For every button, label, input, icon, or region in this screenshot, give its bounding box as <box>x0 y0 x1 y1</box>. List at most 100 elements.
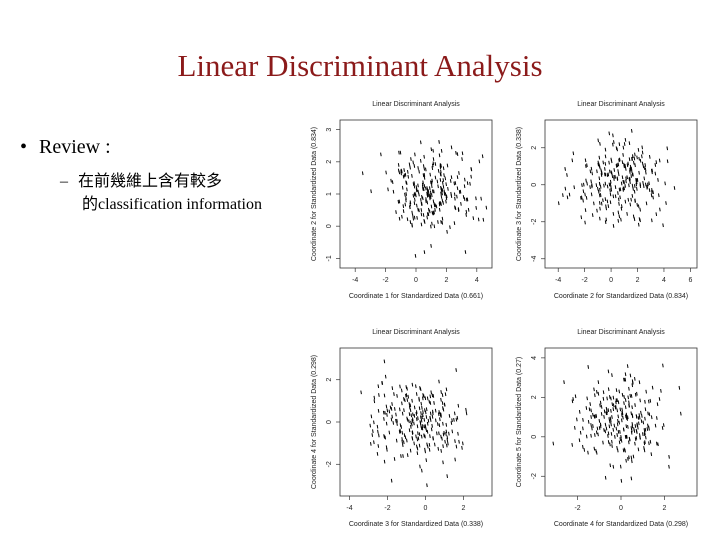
scatter-point <box>624 398 627 402</box>
scatter-point <box>401 430 404 435</box>
scatter-point <box>392 421 395 425</box>
scatter-point <box>630 394 633 398</box>
scatter-point <box>390 417 393 422</box>
scatter-point <box>623 447 626 452</box>
scatter-point <box>598 181 601 186</box>
scatter-point <box>440 169 442 174</box>
sub-bullet-item: – 在前幾維上含有較多 的classification information <box>60 170 262 216</box>
scatter-point <box>623 180 625 184</box>
scatter-point <box>638 156 640 161</box>
scatter-point <box>629 202 632 207</box>
scatter-point <box>625 179 627 184</box>
scatter-point <box>615 400 617 405</box>
scatter-point <box>617 162 620 167</box>
scatter-point <box>382 410 385 415</box>
scatter-point <box>604 161 607 166</box>
scatter-point <box>405 393 407 398</box>
scatter-point <box>610 432 613 436</box>
scatter-point <box>445 182 447 187</box>
scatter-point <box>444 176 447 181</box>
scatter-point <box>423 250 426 254</box>
scatter-point <box>626 163 629 168</box>
scatter-point <box>648 441 650 446</box>
scatter-point <box>443 173 445 178</box>
scatter-point <box>641 154 643 159</box>
scatter-point <box>643 448 646 453</box>
scatter-point <box>627 395 629 400</box>
scatter-point <box>408 402 411 406</box>
scatter-point <box>578 409 581 414</box>
scatter-point <box>400 169 402 174</box>
scatter-point <box>624 183 626 188</box>
scatter-point <box>405 393 408 397</box>
scatter-point <box>419 386 421 390</box>
scatter-point <box>604 181 607 186</box>
scatter-point <box>443 402 446 407</box>
scatter-point <box>426 483 428 488</box>
scatter-point <box>645 201 648 206</box>
scatter-point <box>406 417 409 422</box>
scatter-point <box>654 163 657 167</box>
scatter-point <box>593 201 595 206</box>
scatter-point <box>620 418 623 423</box>
scatter-point <box>587 450 589 455</box>
scatter-point <box>647 411 649 416</box>
scatter-point <box>400 388 403 393</box>
scatter-point <box>668 454 670 459</box>
scatter-point <box>600 201 603 206</box>
scatter-point <box>411 398 413 403</box>
scatter-point <box>431 414 434 419</box>
scatter-point <box>399 428 402 433</box>
scatter-point <box>422 173 425 178</box>
scatter-point <box>623 164 625 169</box>
scatter-point <box>643 428 646 432</box>
scatter-point <box>453 221 456 225</box>
scatter-point <box>635 435 638 440</box>
scatter-point <box>592 412 594 417</box>
scatter-point <box>421 196 424 201</box>
scatter-point <box>456 175 459 180</box>
scatter-point <box>647 423 649 428</box>
scatter-point <box>380 152 382 157</box>
scatter-point <box>608 419 611 424</box>
scatter-point <box>441 436 443 441</box>
scatter-point <box>441 401 444 406</box>
scatter-point <box>420 426 423 431</box>
scatter-point <box>397 163 400 167</box>
scatter-point <box>604 429 607 434</box>
scatter-point <box>457 208 460 213</box>
scatter-point <box>650 452 653 457</box>
scatter-point <box>417 431 419 436</box>
scatter-point <box>644 182 647 187</box>
scatter-point <box>642 181 644 185</box>
scatter-point <box>485 205 488 210</box>
scatter-point <box>458 190 461 194</box>
scatter-point <box>412 193 415 198</box>
scatter-point <box>649 398 652 403</box>
scatter-point <box>637 416 640 420</box>
scatter-point <box>618 214 621 219</box>
scatter-point <box>613 177 615 181</box>
scatter-point <box>441 191 443 196</box>
scatter-point <box>612 403 615 408</box>
scatter-point <box>626 211 628 216</box>
scatter-point <box>413 413 416 418</box>
x-tick-label: -4 <box>352 277 358 284</box>
scatter-point <box>397 199 400 204</box>
scatter-point <box>456 152 459 156</box>
scatter-point <box>637 148 640 152</box>
scatter-point <box>470 174 472 179</box>
x-axis-label: Coordinate 4 for Standardized Data (0.29… <box>554 521 688 528</box>
scatter-point <box>609 169 611 174</box>
scatter-point <box>438 207 441 212</box>
x-tick-label: -2 <box>582 277 588 284</box>
scatter-point <box>599 206 601 211</box>
scatter-point <box>444 392 447 397</box>
scatter-point <box>622 145 625 150</box>
scatter-point <box>584 158 587 163</box>
scatter-point <box>403 408 405 413</box>
scatter-point <box>430 244 432 248</box>
scatter-point <box>430 204 433 209</box>
scatter-point <box>642 184 645 189</box>
scatter-point <box>411 419 414 423</box>
